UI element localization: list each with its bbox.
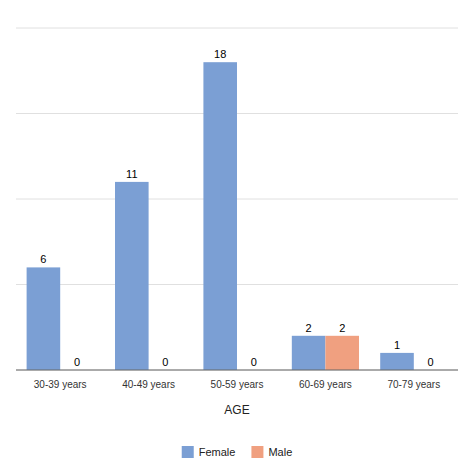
bar (27, 267, 61, 370)
data-label: 1 (394, 339, 400, 351)
x-axis-line (16, 370, 458, 371)
data-label: 2 (306, 322, 312, 334)
bar (115, 182, 149, 370)
data-label: 0 (251, 356, 257, 368)
x-axis-label: AGE (224, 403, 249, 417)
data-label: 0 (162, 356, 168, 368)
chart-svg: 6 11 18 2 1 0 0 0 2 0 30-39 years 40-49 years 50-59 … (0, 0, 474, 474)
data-label: 18 (214, 48, 226, 60)
bar (203, 62, 237, 370)
x-tick-label: 30-39 years (34, 379, 87, 390)
legend: Female Male (182, 446, 293, 458)
x-tick-label: 70-79 years (387, 379, 440, 390)
data-label: 0 (428, 356, 434, 368)
grid (16, 28, 458, 370)
grid-line (16, 370, 458, 371)
legend-swatch (182, 446, 194, 458)
grid-line (16, 28, 458, 29)
legend-label: Female (199, 446, 236, 458)
bars (27, 62, 414, 370)
legend-item: Male (251, 446, 292, 458)
data-label: 6 (40, 253, 46, 265)
bar (325, 336, 359, 370)
legend-label: Male (268, 446, 292, 458)
bar (292, 336, 326, 370)
x-tick-label: 50-59 years (211, 379, 264, 390)
legend-swatch (251, 446, 263, 458)
legend-item: Female (182, 446, 236, 458)
chart-container: 6 11 18 2 1 0 0 0 2 0 30-39 years 40-49 years 50-59 … (0, 0, 474, 474)
data-label: 11 (126, 168, 137, 180)
bar (380, 353, 414, 370)
data-label: 0 (74, 356, 80, 368)
data-label: 2 (339, 322, 345, 334)
x-tick-label: 60-69 years (299, 379, 352, 390)
x-tick-label: 40-49 years (122, 379, 175, 390)
